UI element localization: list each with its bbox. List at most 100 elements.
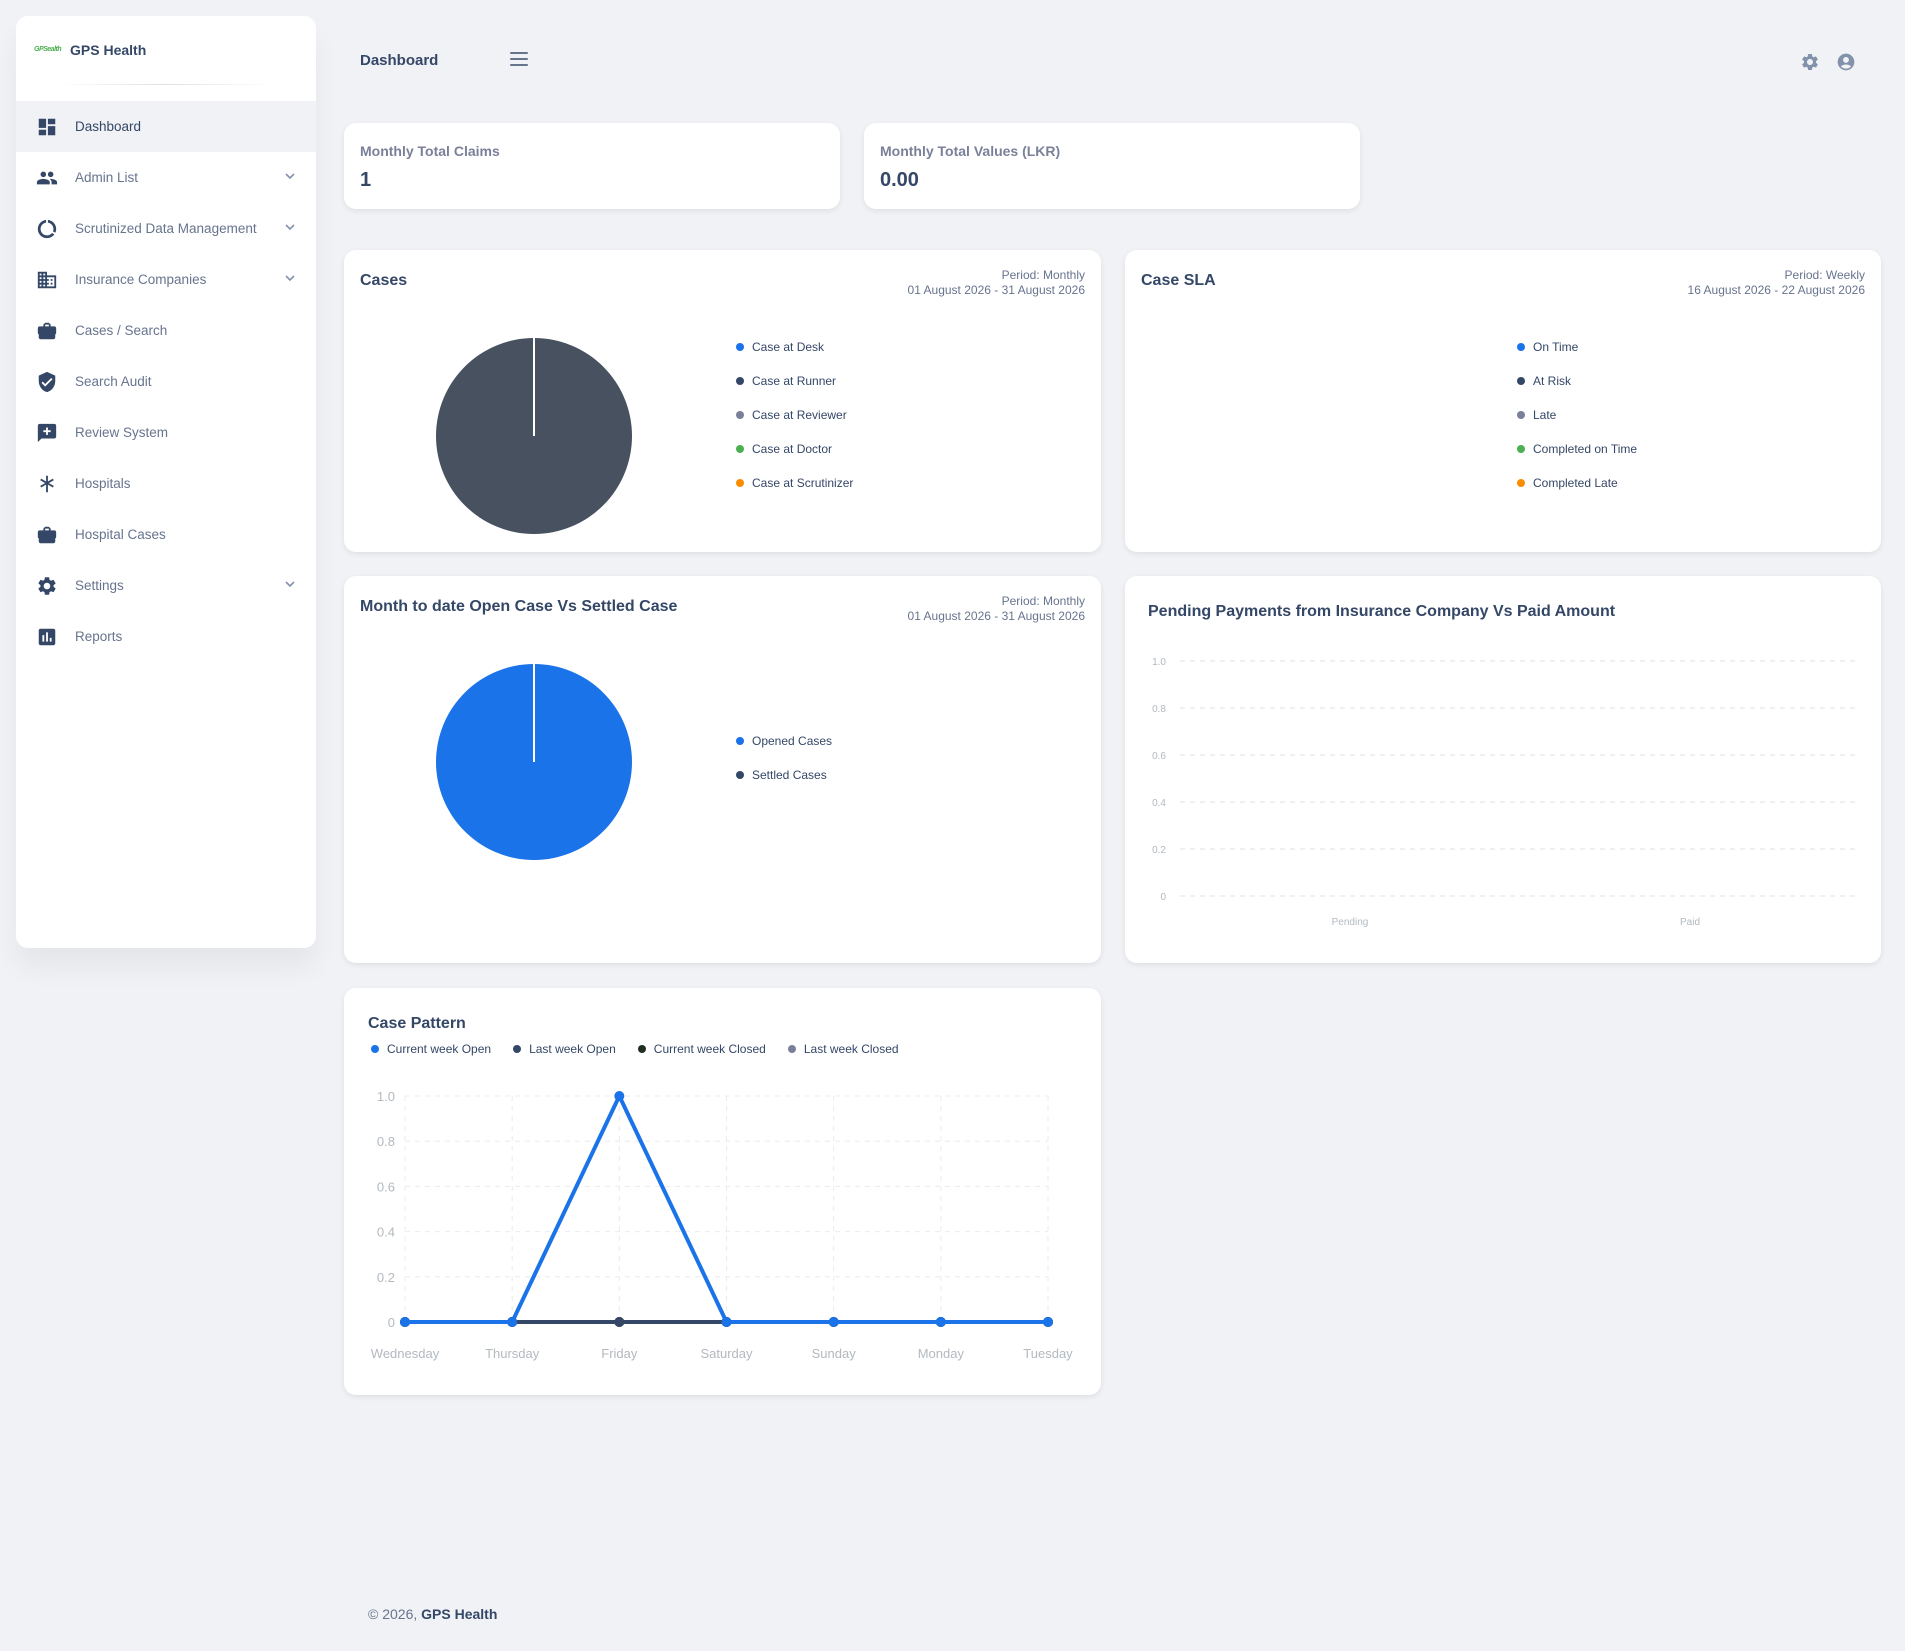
card-title: Case Pattern: [368, 1015, 466, 1032]
brand[interactable]: GPSealth GPS Health: [16, 16, 316, 84]
legend-item[interactable]: Case at Desk: [736, 330, 853, 364]
legend-label: Settled Cases: [752, 768, 827, 782]
chevron-down-icon[interactable]: [284, 272, 296, 284]
y-tick-label: 0.2: [377, 1270, 395, 1285]
legend-dot: [1517, 445, 1525, 453]
case-pattern-line-chart: 1.0 0.8 0.6 0.4 0.2 0 Wednesday Thursday Friday S…: [371, 1089, 1073, 1361]
briefcase-icon: [36, 524, 58, 546]
y-tick-label: 0.8: [377, 1134, 395, 1149]
brand-name: GPS Health: [70, 42, 147, 58]
legend-item[interactable]: Case at Reviewer: [736, 398, 853, 432]
period-range: 16 August 2026 - 22 August 2026: [1687, 283, 1865, 297]
y-tick-label: 0.4: [377, 1225, 395, 1240]
footer-copyright: © 2026,: [368, 1606, 418, 1622]
series-point[interactable]: [507, 1317, 518, 1327]
stat-card-values: Monthly Total Values (LKR) 0.00: [864, 123, 1360, 209]
series-point[interactable]: [828, 1317, 839, 1327]
legend-item[interactable]: Opened Cases: [736, 724, 832, 758]
stat-value: 0.00: [880, 169, 919, 191]
shield-icon: [36, 371, 58, 393]
sidebar-item-review-system[interactable]: Review System: [16, 407, 316, 458]
sidebar: GPSealth GPS Health Dashboard Admin List S…: [16, 16, 316, 948]
series-point[interactable]: [614, 1317, 625, 1327]
sidebar-item-dashboard[interactable]: Dashboard: [16, 101, 316, 152]
stat-label: Monthly Total Values (LKR): [880, 143, 1061, 159]
case-pattern-card: Case Pattern Current week Open Last week …: [344, 988, 1101, 1395]
legend-item[interactable]: Current week Closed: [637, 1040, 766, 1058]
x-tick-label: Saturday: [700, 1346, 753, 1361]
briefcase-icon: [36, 320, 58, 342]
series-point[interactable]: [400, 1317, 410, 1327]
legend-item[interactable]: Settled Cases: [736, 758, 832, 792]
account-icon[interactable]: [1836, 52, 1856, 72]
y-tick-label: 0.6: [1152, 751, 1166, 762]
sidebar-item-hospital-cases[interactable]: Hospital Cases: [16, 509, 316, 560]
chevron-down-icon[interactable]: [284, 578, 296, 590]
sidebar-item-label: Admin List: [75, 170, 139, 185]
legend-dot: [736, 479, 744, 487]
open-settled-card: Month to date Open Case Vs Settled Case …: [344, 576, 1101, 963]
page-title: Dashboard: [360, 52, 439, 69]
period-label: Period: Monthly: [1001, 594, 1085, 608]
period-info: Period: Monthly 01 August 2026 - 31 Augu…: [908, 594, 1085, 624]
donut-icon: [36, 218, 58, 240]
legend-item[interactable]: Late: [1517, 398, 1637, 432]
stat-value: 1: [360, 169, 372, 191]
card-title: Case SLA: [1141, 272, 1216, 289]
sidebar-item-scrutinized-data-management[interactable]: Scrutinized Data Management: [16, 203, 316, 254]
legend-item[interactable]: At Risk: [1517, 364, 1637, 398]
legend-dot: [1517, 343, 1525, 351]
open-settled-legend: Opened Cases Settled Cases: [736, 724, 832, 792]
series-point[interactable]: [1043, 1317, 1053, 1327]
sidebar-item-label: Hospital Cases: [75, 527, 166, 542]
people-icon: [36, 167, 58, 189]
legend-label: Case at Desk: [752, 340, 825, 354]
series-point[interactable]: [935, 1317, 946, 1327]
footer-brand[interactable]: GPS Health: [421, 1606, 498, 1622]
sidebar-item-search-audit[interactable]: Search Audit: [16, 356, 316, 407]
x-tick-label: Tuesday: [1023, 1346, 1073, 1361]
legend-item[interactable]: Completed on Time: [1517, 432, 1637, 466]
legend-item[interactable]: Completed Late: [1517, 466, 1637, 500]
gear-icon[interactable]: [1800, 52, 1820, 72]
period-label: Period: Weekly: [1784, 268, 1865, 282]
legend-item[interactable]: Case at Doctor: [736, 432, 853, 466]
sidebar-item-label: Insurance Companies: [75, 272, 207, 287]
x-tick-label: Wednesday: [371, 1346, 440, 1361]
sidebar-item-hospitals[interactable]: Hospitals: [16, 458, 316, 509]
sidebar-item-reports[interactable]: Reports: [16, 611, 316, 662]
legend-item[interactable]: On Time: [1517, 330, 1637, 364]
legend-item[interactable]: Case at Runner: [736, 364, 853, 398]
legend-item[interactable]: Case at Scrutinizer: [736, 466, 853, 500]
legend-item[interactable]: Last week Closed: [787, 1040, 899, 1058]
legend-label: Completed on Time: [1533, 442, 1638, 456]
chevron-down-icon[interactable]: [284, 170, 296, 182]
payments-card: Pending Payments from Insurance Company …: [1125, 576, 1881, 963]
footer: © 2026, GPS Health: [368, 1606, 497, 1622]
chevron-down-icon[interactable]: [284, 221, 296, 233]
x-tick-label: Paid: [1680, 917, 1700, 928]
series-point[interactable]: [614, 1091, 625, 1101]
stat-label: Monthly Total Claims: [360, 143, 500, 159]
sidebar-item-insurance-companies[interactable]: Insurance Companies: [16, 254, 316, 305]
legend-dot: [736, 445, 744, 453]
sidebar-item-cases-search[interactable]: Cases / Search: [16, 305, 316, 356]
series-point[interactable]: [721, 1317, 732, 1327]
sidebar-item-admin-list[interactable]: Admin List: [16, 152, 316, 203]
legend-label: Last week Closed: [803, 1042, 899, 1056]
menu-toggle-icon[interactable]: [510, 52, 528, 66]
dashboard-icon: [36, 116, 58, 138]
legend-item[interactable]: Current week Open: [371, 1040, 491, 1058]
sidebar-item-label: Search Audit: [75, 374, 152, 389]
sidebar-item-settings[interactable]: Settings: [16, 560, 316, 611]
x-tick-label: Sunday: [812, 1346, 857, 1361]
legend-label: Case at Reviewer: [752, 408, 847, 422]
legend-dot: [736, 411, 744, 419]
legend-item[interactable]: Last week Open: [513, 1040, 616, 1058]
asterisk-icon: [36, 473, 58, 495]
brand-logo: GPSealth: [34, 46, 62, 53]
legend-label: Current week Open: [387, 1042, 492, 1056]
legend-label: Case at Doctor: [752, 442, 833, 456]
y-tick-label: 1.0: [1152, 657, 1166, 668]
sidebar-nav: Dashboard Admin List Scrutinized Data Mana…: [16, 101, 316, 662]
